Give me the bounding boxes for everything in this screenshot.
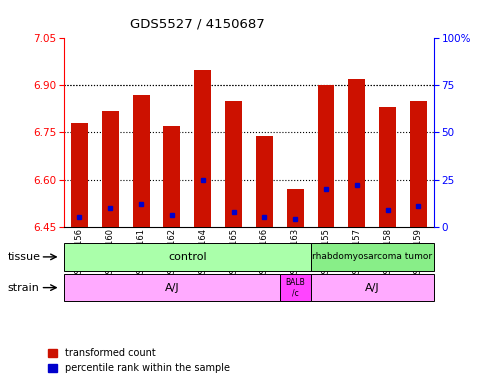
Bar [225, 101, 242, 227]
Bar [311, 243, 434, 271]
Bar [410, 101, 427, 227]
Text: A/J: A/J [165, 283, 179, 293]
Bar [194, 70, 211, 227]
Bar [256, 136, 273, 227]
Bar [71, 123, 88, 227]
Text: control: control [168, 252, 207, 262]
Text: BALB
/c: BALB /c [285, 278, 305, 297]
Text: A/J: A/J [365, 283, 380, 293]
Text: rhabdomyosarcoma tumor: rhabdomyosarcoma tumor [312, 252, 432, 262]
Bar [317, 85, 334, 227]
Bar [133, 95, 149, 227]
Bar [287, 189, 304, 227]
Bar [164, 126, 180, 227]
Legend: transformed count, percentile rank within the sample: transformed count, percentile rank withi… [44, 344, 234, 377]
Bar [280, 274, 311, 301]
Bar [349, 79, 365, 227]
Bar [311, 274, 434, 301]
Text: tissue: tissue [7, 252, 40, 262]
Text: strain: strain [7, 283, 39, 293]
Bar [102, 111, 119, 227]
Bar [64, 274, 280, 301]
Text: GDS5527 / 4150687: GDS5527 / 4150687 [130, 17, 265, 30]
Bar [379, 108, 396, 227]
Bar [64, 243, 311, 271]
